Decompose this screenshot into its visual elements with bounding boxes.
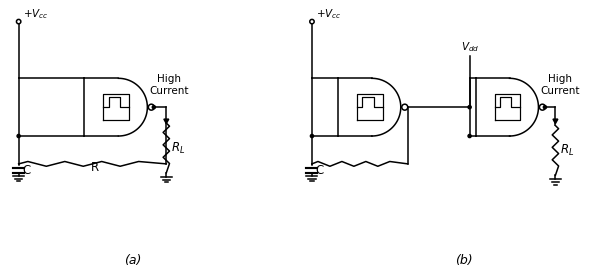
- Text: R: R: [91, 161, 98, 174]
- Circle shape: [17, 134, 20, 138]
- Text: C: C: [22, 164, 31, 177]
- Text: $+V_{cc}$: $+V_{cc}$: [316, 7, 341, 21]
- Text: $R_L$: $R_L$: [171, 140, 185, 155]
- Circle shape: [152, 105, 155, 109]
- Text: $V_{dd}$: $V_{dd}$: [461, 41, 480, 54]
- Circle shape: [468, 134, 471, 138]
- Circle shape: [544, 105, 547, 109]
- Text: High
Current: High Current: [149, 74, 189, 96]
- Text: $+V_{cc}$: $+V_{cc}$: [23, 7, 49, 21]
- Text: High
Current: High Current: [541, 74, 580, 96]
- Circle shape: [468, 105, 471, 109]
- Polygon shape: [553, 119, 558, 124]
- Text: C: C: [316, 164, 324, 177]
- Text: (b): (b): [455, 254, 472, 267]
- Text: (a): (a): [124, 254, 141, 267]
- Text: $R_L$: $R_L$: [560, 143, 575, 158]
- Circle shape: [310, 134, 314, 138]
- Polygon shape: [164, 119, 169, 124]
